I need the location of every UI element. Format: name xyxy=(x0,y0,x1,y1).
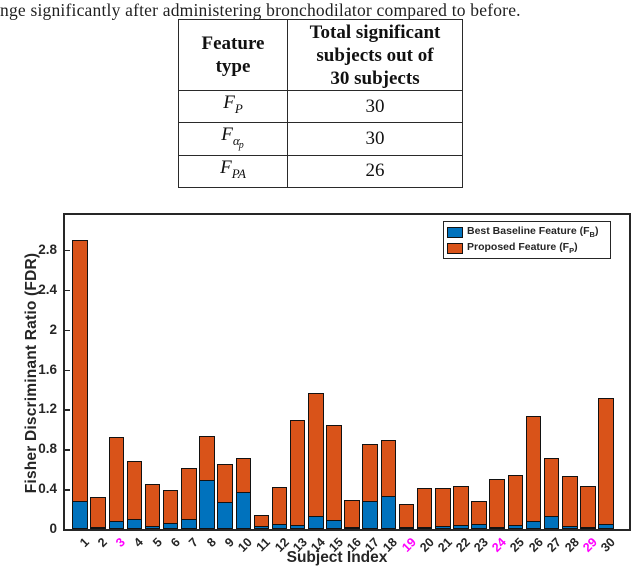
x-axis-label: Subject Index xyxy=(286,549,388,566)
feature-symbol: FPA xyxy=(178,154,288,188)
legend-entry-proposed: Proposed Feature (FP) xyxy=(447,240,607,256)
bar xyxy=(308,393,324,529)
y-tick-label: 2.8 xyxy=(38,241,57,257)
bar xyxy=(543,516,560,529)
bar xyxy=(453,525,469,529)
y-tick-mark xyxy=(65,449,70,451)
bar xyxy=(271,487,288,529)
bar xyxy=(326,520,342,529)
bar xyxy=(326,425,342,529)
header-feature-type: Feature type xyxy=(178,19,288,91)
bar xyxy=(235,492,251,529)
bar xyxy=(253,526,270,529)
y-tick-mark xyxy=(65,409,70,411)
bar xyxy=(344,500,360,529)
bar xyxy=(580,486,596,529)
bar xyxy=(144,526,161,529)
bar xyxy=(181,519,197,529)
bar xyxy=(362,501,378,529)
y-tick-mark xyxy=(65,329,70,332)
bar xyxy=(144,484,161,529)
bar xyxy=(72,239,88,529)
bar xyxy=(308,516,324,529)
bar xyxy=(471,524,487,529)
table-header-row: Feature type Total significant subjects … xyxy=(178,19,463,91)
bar xyxy=(72,501,88,529)
y-tick-mark xyxy=(65,369,70,372)
bar xyxy=(507,525,524,529)
y-tick-label: 1.6 xyxy=(38,361,57,377)
y-tick-label: 0.4 xyxy=(38,481,57,497)
baseline-swatch xyxy=(447,226,463,238)
plot-area xyxy=(63,213,631,531)
y-tick-mark xyxy=(65,289,70,292)
header-line: subjects out of xyxy=(316,44,434,66)
y-tick-mark xyxy=(65,489,70,491)
y-tick-label: 2.4 xyxy=(38,281,57,297)
bar xyxy=(108,437,125,529)
bar xyxy=(598,398,614,529)
y-tick-label: 2 xyxy=(49,321,57,337)
bar xyxy=(90,497,106,529)
subject-count: 30 xyxy=(287,122,463,156)
bar xyxy=(416,488,433,529)
bar xyxy=(562,476,578,529)
bar xyxy=(108,521,125,529)
bar xyxy=(453,486,469,529)
proposed-swatch xyxy=(447,242,463,254)
legend: Best Baseline Feature (FB) Proposed Feat… xyxy=(443,221,611,259)
bar xyxy=(90,527,106,529)
bar xyxy=(162,523,179,529)
bar xyxy=(380,496,397,529)
bar xyxy=(435,526,451,529)
subject-count: 26 xyxy=(287,154,463,188)
legend-entry-baseline: Best Baseline Feature (FB) xyxy=(447,224,607,240)
y-tick-mark xyxy=(65,249,70,252)
bar xyxy=(562,526,578,529)
feature-table: Feature type Total significant subjects … xyxy=(178,19,463,188)
legend-label: Proposed Feature (FP) xyxy=(467,240,578,256)
bar xyxy=(598,524,614,529)
table-row: Fαp 30 xyxy=(178,122,463,156)
bar xyxy=(126,519,143,529)
header-line: 30 subjects xyxy=(330,67,420,89)
bar xyxy=(435,488,451,529)
feature-symbol: FP xyxy=(178,89,288,124)
table-row: FPA 26 xyxy=(178,154,463,188)
bar xyxy=(217,502,233,529)
y-tick-label: 1.2 xyxy=(38,401,57,417)
body-text: nge significantly after administering br… xyxy=(0,0,521,20)
y-tick-label: 0 xyxy=(49,521,57,536)
bar xyxy=(416,527,433,529)
bar xyxy=(398,527,415,529)
y-tick-mark xyxy=(65,529,70,531)
bar xyxy=(525,521,542,529)
bar xyxy=(289,420,306,529)
y-tick-label: 0.8 xyxy=(38,441,57,457)
bar xyxy=(344,527,360,529)
bar xyxy=(489,527,505,529)
bar xyxy=(525,416,542,529)
header-line: type xyxy=(215,56,251,77)
bar xyxy=(199,480,215,529)
header-line: Total significant xyxy=(309,21,441,43)
bar xyxy=(289,525,306,529)
bar xyxy=(507,475,524,529)
header-line: Feature xyxy=(201,33,265,54)
bar xyxy=(489,479,505,529)
bar xyxy=(398,504,415,529)
legend-label: Best Baseline Feature (FB) xyxy=(467,224,599,240)
bar xyxy=(271,524,288,529)
bar xyxy=(580,527,596,529)
